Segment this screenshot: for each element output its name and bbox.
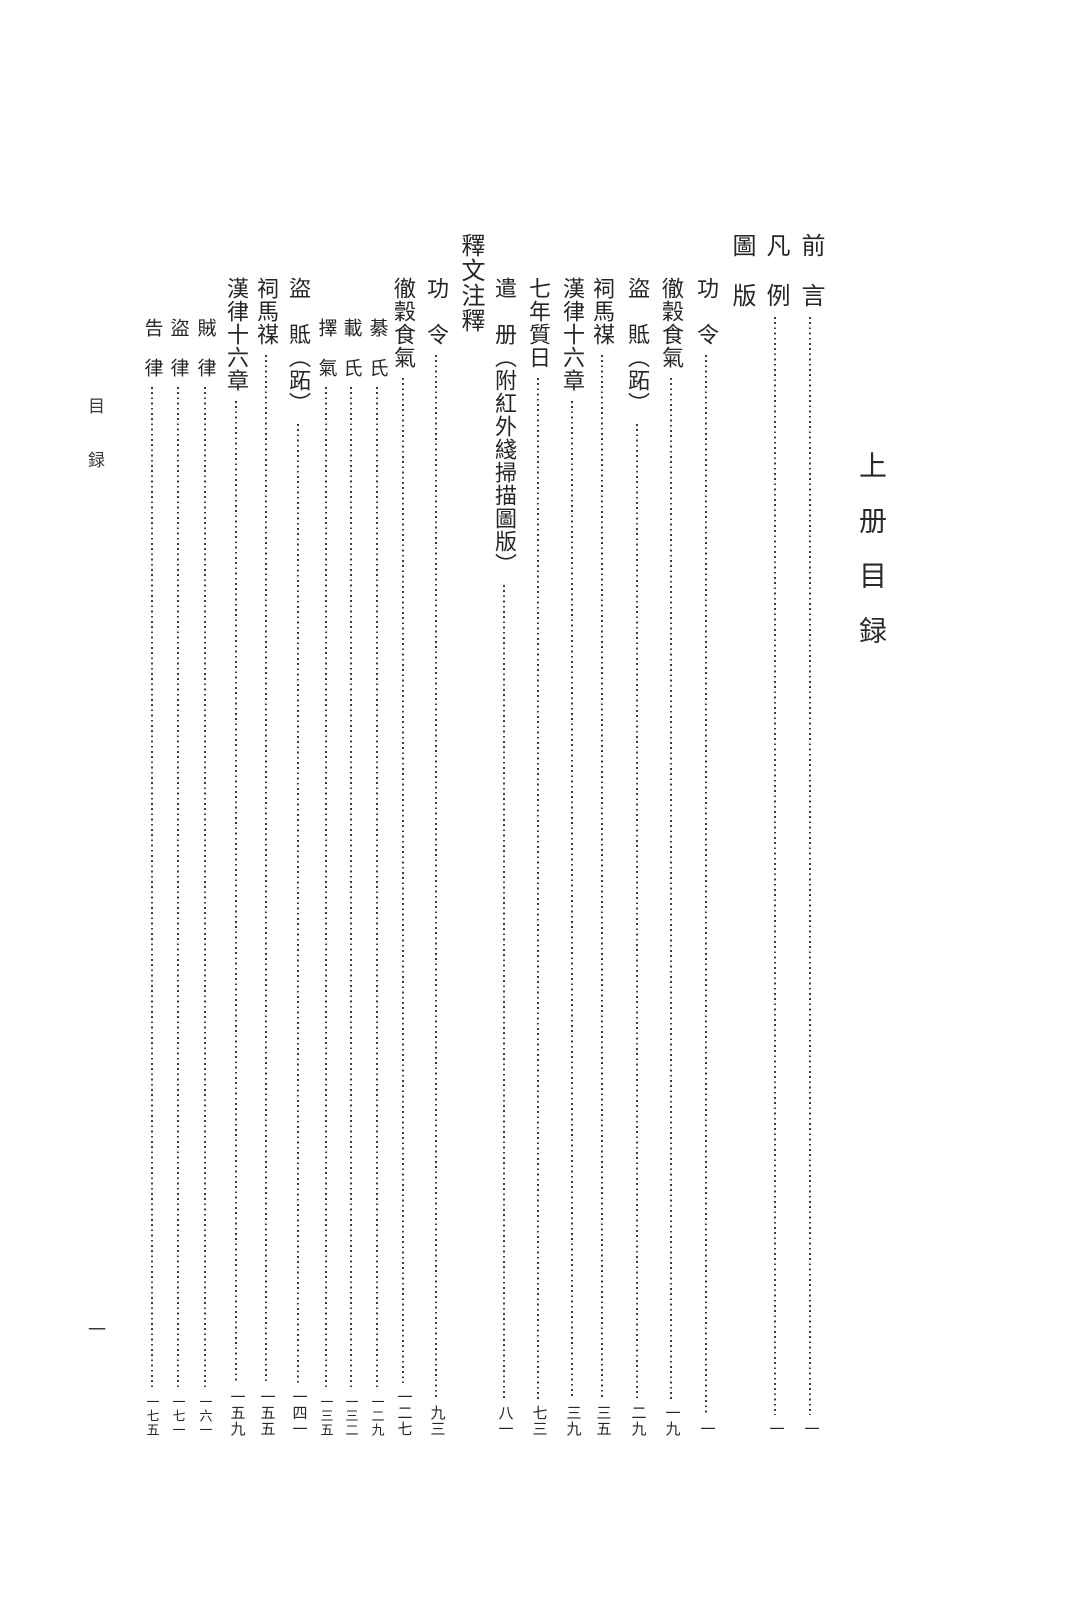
- toc-page-number: 一五五: [258, 1389, 275, 1437]
- toc-page-number: 一二九: [369, 1395, 385, 1437]
- toc-item: 圖 版: [723, 233, 759, 1437]
- toc-item-label: 遣 册（附紅外綫掃描圖版）: [492, 277, 517, 576]
- toc-page-number: 七三: [530, 1405, 547, 1437]
- toc-item-label: 擇 氣: [315, 318, 337, 378]
- toc-item-label: 徹穀食氣: [659, 277, 684, 369]
- toc-leader-dots: [235, 401, 237, 1383]
- toc-page-number: 一: [698, 1421, 715, 1437]
- toc-leader-dots: [809, 317, 811, 1415]
- toc-item-label: 釋文注釋: [457, 233, 483, 333]
- toc-item-label: 盜 貾（跖）: [286, 277, 311, 415]
- toc-leader-dots: [435, 355, 437, 1399]
- toc-leader-dots: [325, 387, 327, 1389]
- toc-leader-dots: [204, 387, 206, 1389]
- running-header: 目録: [85, 397, 104, 505]
- toc-item-label: 功 令: [424, 277, 449, 346]
- toc-page-number: 一四一: [290, 1389, 307, 1437]
- toc-item: 徹穀食氣 一九: [653, 277, 689, 1437]
- toc-item: 告 律一七五: [138, 318, 166, 1437]
- toc-leader-dots: [601, 355, 603, 1399]
- volume-title: 上册目録: [855, 451, 886, 671]
- toc-item-label: 盜 貾（跖）: [625, 277, 650, 415]
- toc-item-label: 漢律十六章: [224, 277, 249, 392]
- toc-item: 盜 貾（跖） 二九: [619, 277, 655, 1437]
- folio-page-number: 一: [86, 1320, 106, 1338]
- toc-page-number: 一: [802, 1421, 819, 1437]
- toc-item: 漢律十六章 三九: [554, 277, 590, 1437]
- toc-item-label: 七年質日: [526, 277, 551, 369]
- toc-leader-dots: [265, 355, 267, 1383]
- toc-page-number: 一六一: [197, 1395, 213, 1437]
- toc-item-label: 盜 律: [167, 318, 189, 378]
- toc-item: 七年質日 七三: [520, 277, 556, 1437]
- toc-item: 功 令九三: [418, 277, 454, 1437]
- toc-item-label: 祠馬禖: [254, 277, 279, 346]
- toc-item: 徹穀食氣 一二七: [385, 277, 421, 1437]
- toc-leader-dots: [705, 355, 707, 1415]
- toc-page-number: 三九: [564, 1405, 581, 1437]
- toc-item: 盜 律一七一: [164, 318, 192, 1437]
- toc-item: 凡 例一: [757, 233, 793, 1437]
- toc-item: 祠馬禖 一五五: [248, 277, 284, 1437]
- toc-item: 功 令一: [688, 277, 724, 1437]
- toc-leader-dots: [151, 387, 153, 1389]
- toc-page-number: 一三五: [318, 1395, 334, 1437]
- toc-page-number: 一九: [663, 1405, 680, 1437]
- toc-item-label: 圖 版: [728, 233, 754, 308]
- toc-item-label: 功 令: [694, 277, 719, 346]
- toc-item: 釋文注釋: [452, 233, 488, 1437]
- toc-leader-dots: [503, 585, 505, 1399]
- toc-page-number: 三五: [594, 1405, 611, 1437]
- toc-leader-dots: [537, 378, 539, 1399]
- toc-leader-dots: [571, 401, 573, 1399]
- toc-leader-dots: [774, 317, 776, 1415]
- toc-leader-dots: [670, 378, 672, 1399]
- toc-item: 盜 貾（跖） 一四一: [280, 277, 316, 1437]
- toc-leader-dots: [350, 387, 352, 1389]
- toc-page-number: 九三: [428, 1405, 445, 1437]
- toc-item-label: 告 律: [141, 318, 163, 378]
- toc-item-label: 祠馬禖: [590, 277, 615, 346]
- toc-item-label: 前 言: [797, 233, 823, 308]
- toc-item: 遣 册（附紅外綫掃描圖版） 八一: [486, 277, 522, 1437]
- toc-item-label: 徹穀食氣: [391, 277, 416, 369]
- toc-page-number: 一二七: [395, 1389, 412, 1437]
- toc-page-number: 一七一: [170, 1395, 186, 1437]
- toc-item-label: 綦 氏: [366, 318, 388, 378]
- toc-page-number: 一五九: [228, 1389, 245, 1437]
- toc-item-label: 載 氏: [340, 318, 362, 378]
- toc-item: 擇 氣一三五: [312, 318, 340, 1437]
- toc-item: 綦 氏一二九: [363, 318, 391, 1437]
- toc-leader-dots: [402, 378, 404, 1383]
- toc-item-label: 漢律十六章: [560, 277, 585, 392]
- toc-page-number: 一三二: [343, 1395, 359, 1437]
- toc-leader-dots: [297, 424, 299, 1383]
- toc-item: 前 言一: [792, 233, 828, 1437]
- toc-item: 祠馬禖 三五: [584, 277, 620, 1437]
- toc-page-number: 一: [767, 1421, 784, 1437]
- toc-leader-dots: [376, 387, 378, 1389]
- toc-item: 漢律十六章 一五九: [218, 277, 254, 1437]
- toc-page-number: 二九: [629, 1405, 646, 1437]
- toc-item: 載 氏一三二: [337, 318, 365, 1437]
- toc-leader-dots: [636, 424, 638, 1399]
- toc-item-label: 凡 例: [762, 233, 788, 308]
- toc-leader-dots: [177, 387, 179, 1389]
- toc-item: 賊 律一六一: [191, 318, 219, 1437]
- toc-page-number: 八一: [496, 1405, 513, 1437]
- toc-item-label: 賊 律: [194, 318, 216, 378]
- toc-page-number: 一七五: [144, 1395, 160, 1437]
